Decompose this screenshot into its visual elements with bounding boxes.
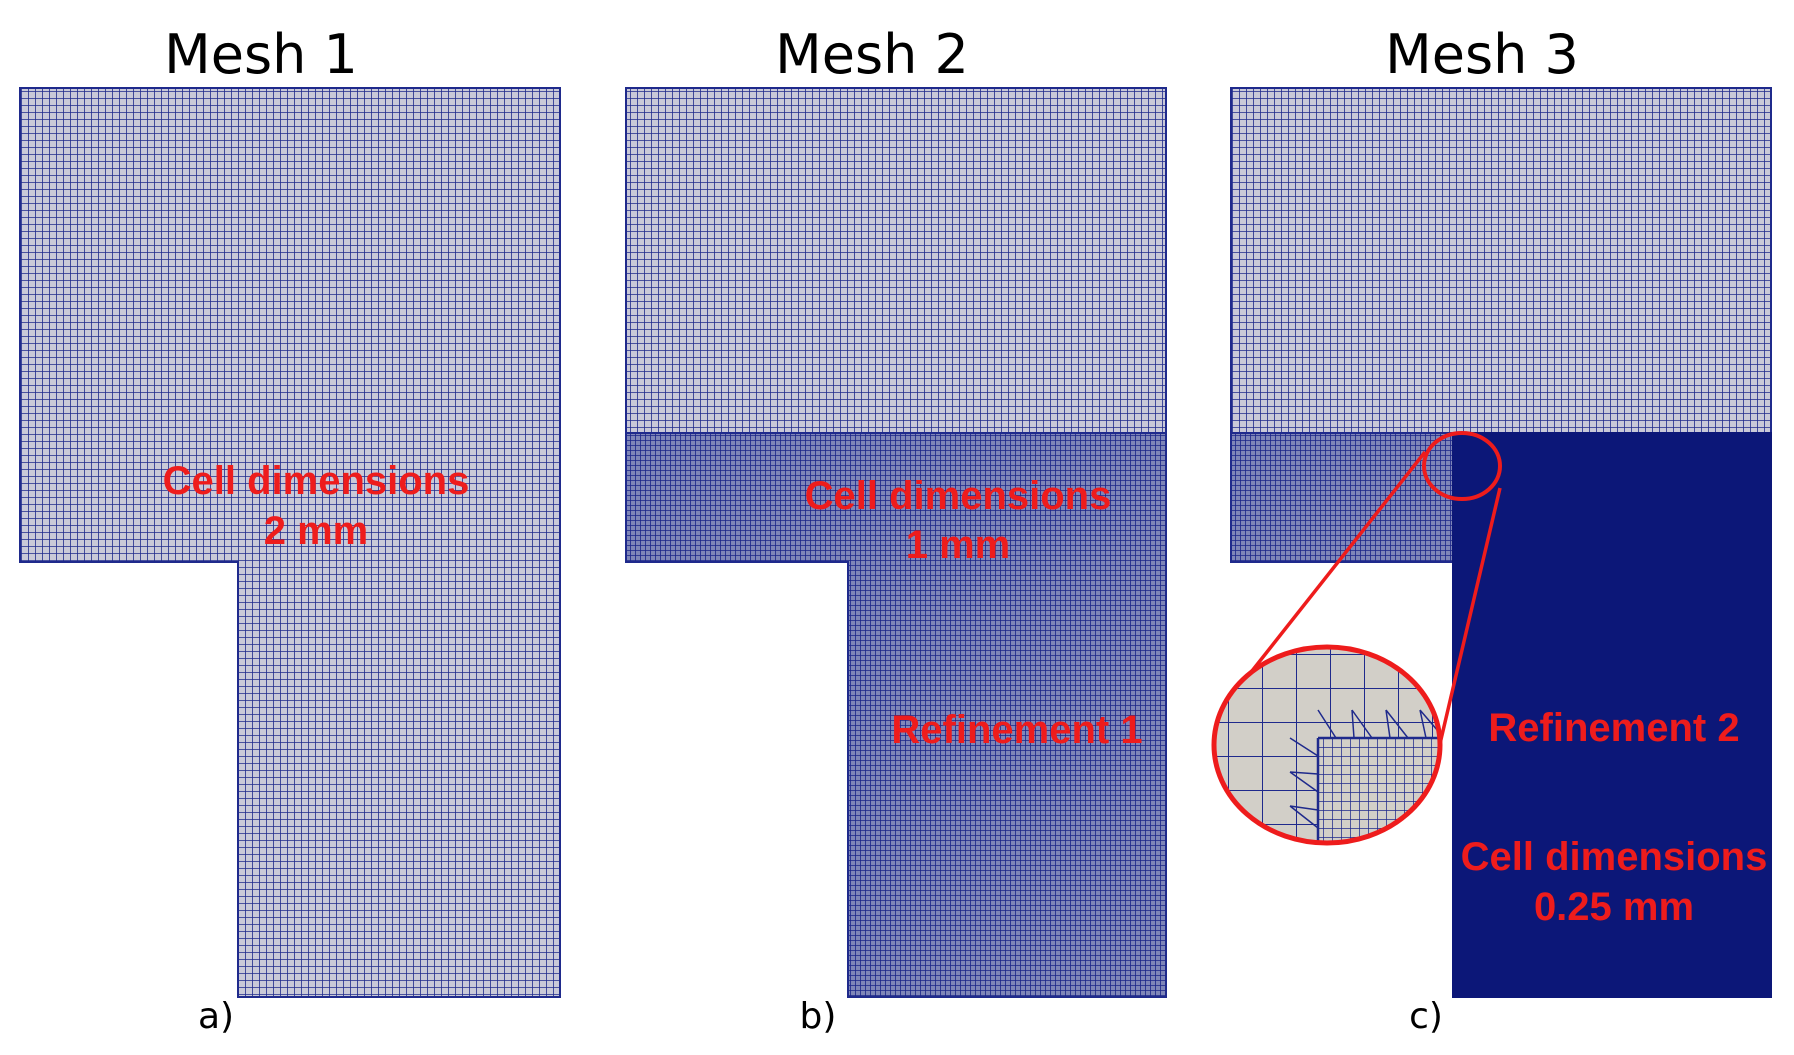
panel-a-label: a) [198, 996, 234, 1037]
mesh-2-coarse-region [625, 87, 1167, 434]
panel-c-refinement-label: Refinement 2 [1488, 706, 1739, 750]
panel-a-title: Mesh 1 [164, 23, 358, 86]
panel-b: Mesh 2 Cell dimensions 1 mm Refinement 1… [625, 23, 1167, 1037]
panel-b-label: b) [800, 996, 837, 1037]
zoom-source-highlight [1422, 431, 1502, 501]
panel-b-annotation-line-1: Cell dimensions [805, 474, 1112, 518]
panel-c-label: c) [1409, 996, 1443, 1037]
zoom-inset [1214, 647, 1440, 843]
mesh-3-refinement-1-region [1230, 432, 1454, 563]
mesh-3-coarse-region [1230, 87, 1772, 434]
panel-a: Mesh 1 Cell dimensions 2 mm a) [19, 23, 561, 1037]
zoom-inset-border [1211, 644, 1443, 846]
panel-a-annotation-line-1: Cell dimensions [163, 459, 470, 503]
mesh-2-refinement-1-region [625, 432, 1167, 998]
mesh-3-refinement-2-region [1452, 432, 1772, 998]
zoom-connector-line-top [1246, 450, 1427, 678]
panel-c: Mesh 3 Refinement 2 Cell dimensions 0.25… [1211, 23, 1772, 1037]
panel-c-title: Mesh 3 [1385, 23, 1579, 86]
mesh-1-domain [19, 87, 561, 998]
panel-b-refinement-label: Refinement 1 [891, 708, 1142, 752]
panel-b-title: Mesh 2 [775, 23, 969, 86]
panel-c-annotation-line-2: 0.25 mm [1534, 885, 1694, 929]
panel-c-annotation-line-1: Cell dimensions [1461, 835, 1768, 879]
panel-b-annotation-line-2: 1 mm [906, 523, 1011, 567]
panel-a-annotation-line-2: 2 mm [264, 509, 369, 553]
zoom-connector-line-bottom [1429, 487, 1502, 783]
